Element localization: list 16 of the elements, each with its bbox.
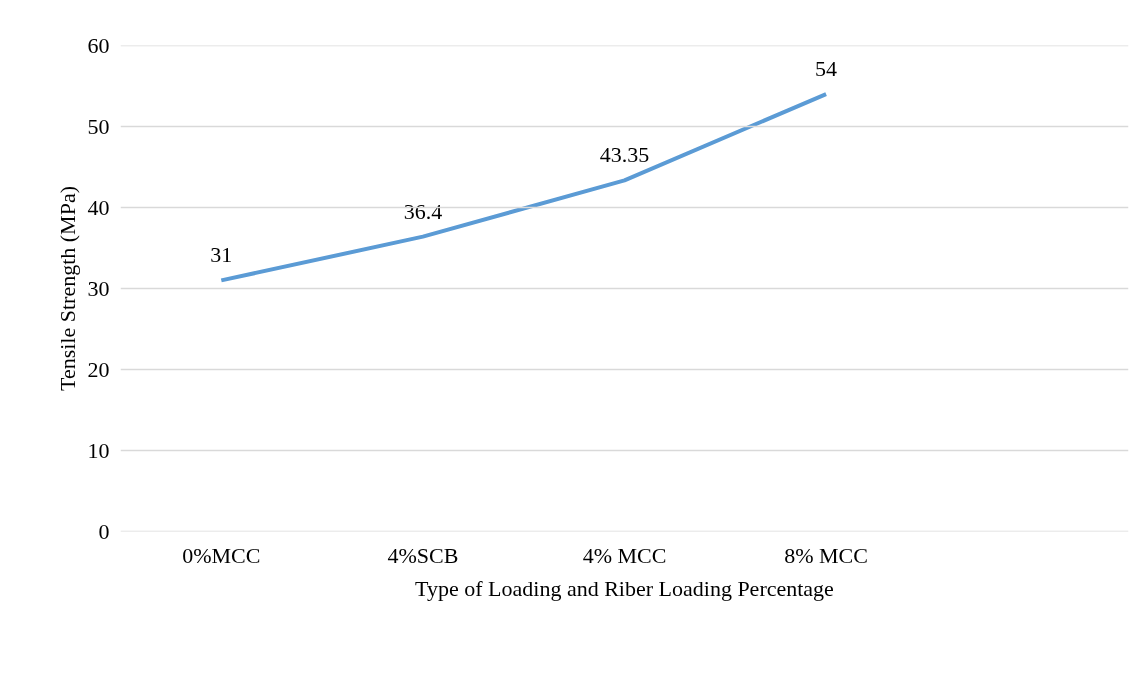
y-tick-label: 40 bbox=[87, 194, 110, 220]
x-tick-label: 4% MCC bbox=[582, 542, 667, 568]
y-axis-title: Tensile Strength (MPa) bbox=[54, 186, 80, 391]
data-label: 54 bbox=[815, 56, 838, 82]
y-tick-label: 10 bbox=[87, 437, 110, 463]
y-tick-label: 60 bbox=[87, 32, 110, 58]
data-label: 31 bbox=[210, 242, 233, 268]
x-axis-title: Type of Loading and Riber Loading Percentage bbox=[415, 575, 834, 601]
x-tick-label: 8% MCC bbox=[784, 542, 868, 568]
x-tick-label: 4%SCB bbox=[387, 542, 459, 568]
y-tick-label: 50 bbox=[87, 113, 110, 139]
data-label: 43.35 bbox=[599, 142, 650, 168]
x-tick-label: 0%MCC bbox=[182, 542, 261, 568]
y-tick-label: 20 bbox=[87, 356, 110, 382]
y-tick-label: 30 bbox=[87, 275, 110, 301]
y-tick-label: 0 bbox=[98, 518, 110, 544]
